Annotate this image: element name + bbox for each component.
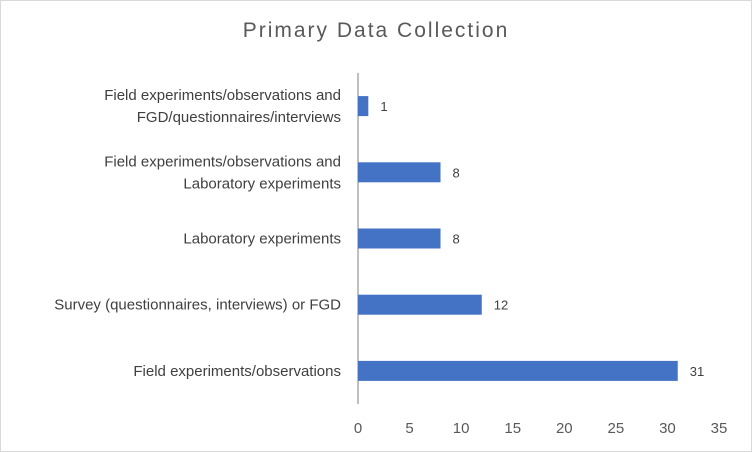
category-label: Field experiments/observations and FGD/qu…	[104, 87, 341, 126]
x-tick-label: 25	[608, 420, 625, 437]
data-label: 8	[453, 165, 460, 180]
x-tick-label: 15	[504, 420, 521, 437]
x-tick-label: 35	[711, 420, 728, 437]
x-tick-label: 5	[405, 420, 413, 437]
bar	[358, 294, 482, 315]
x-tick-label: 10	[453, 420, 470, 437]
bar	[358, 228, 441, 249]
data-label: 31	[690, 364, 704, 379]
category-label: Laboratory experiments	[183, 231, 341, 248]
data-label: 12	[494, 298, 508, 313]
bar	[358, 162, 441, 183]
category-label: Field experiments/observations and Labora…	[104, 153, 341, 192]
chart-title: Primary Data Collection	[242, 19, 510, 42]
bar	[358, 360, 678, 381]
data-label: 1	[380, 99, 387, 114]
x-tick-label: 20	[556, 420, 573, 437]
data-label: 8	[453, 232, 460, 247]
bar	[358, 96, 369, 117]
x-tick-label: 30	[659, 420, 676, 437]
x-tick-label: 0	[354, 420, 362, 437]
category-label: Survey (questionnaires, interviews) or F…	[54, 297, 341, 314]
category-label: Field experiments/observations	[133, 363, 341, 380]
